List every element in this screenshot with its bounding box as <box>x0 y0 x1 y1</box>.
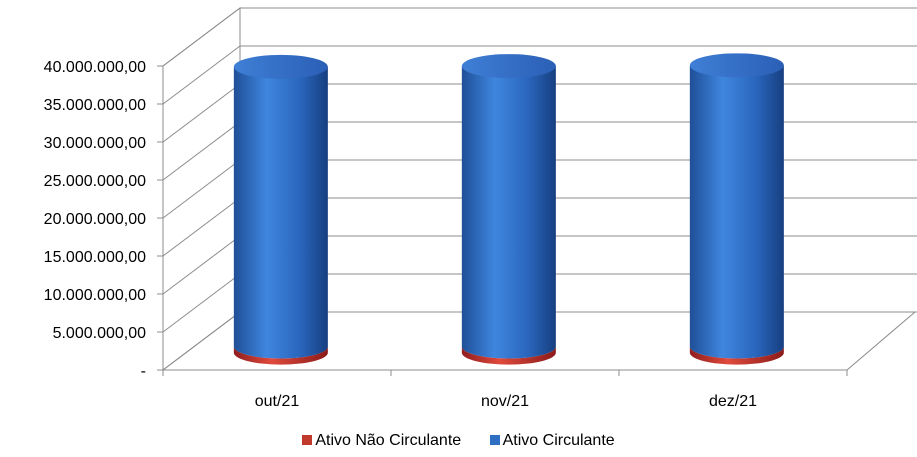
bar-ativo-nao-circulante <box>461 346 556 365</box>
legend-label: Ativo Não Circulante <box>315 432 462 449</box>
gridline-depth <box>162 159 241 219</box>
bar-group-nov-21 <box>461 54 556 365</box>
gridline-depth <box>162 83 241 143</box>
y-tick-label: - <box>141 363 146 380</box>
gridline-depth <box>162 121 241 181</box>
legend-swatch-blue <box>489 435 500 445</box>
y-tick-label: 20.000.000,00 <box>44 211 146 228</box>
bar-top-cap <box>689 53 784 78</box>
legend-swatch-red <box>302 435 313 445</box>
bar-ativo-circulante <box>689 65 784 359</box>
gridline-depth <box>162 235 241 295</box>
y-tick-label: 15.000.000,00 <box>44 249 146 266</box>
legend-entry-ativo-nao-circulante: Ativo Não Circulante <box>302 432 461 450</box>
gridline-depth <box>162 45 241 105</box>
bar-group-out-21 <box>233 54 328 365</box>
bar-ativo-nao-circulante <box>233 346 328 365</box>
legend-label: Ativo Circulante <box>502 432 615 449</box>
gridlines <box>162 7 917 371</box>
legend: Ativo Não Circulante Ativo Circulante <box>0 432 917 450</box>
x-tick-label: out/21 <box>255 393 300 410</box>
x-tick-label: nov/21 <box>481 393 529 410</box>
legend-entry-ativo-circulante: Ativo Circulante <box>489 432 615 450</box>
gridline-depth <box>162 7 241 67</box>
bar-ativo-circulante <box>461 66 556 359</box>
y-axis: - 5.000.000,00 10.000.000,00 15.000.000,00 2… <box>44 59 164 380</box>
x-tick-label: dez/21 <box>709 393 757 410</box>
y-tick-label: 10.000.000,00 <box>44 287 146 304</box>
bars <box>233 53 784 365</box>
bar-ativo-nao-circulante <box>689 346 784 365</box>
gridline-depth <box>162 273 241 333</box>
x-axis: out/21 nov/21 dez/21 <box>162 369 848 410</box>
y-tick-label: 5.000.000,00 <box>53 325 147 342</box>
bar-top-cap <box>461 54 556 79</box>
bar-group-dez-21 <box>689 53 784 365</box>
gridline-depth <box>162 311 241 371</box>
y-tick-label: 25.000.000,00 <box>44 173 146 190</box>
bar-ativo-circulante <box>233 66 328 359</box>
bar-top-cap <box>233 54 328 79</box>
y-tick-label: 30.000.000,00 <box>44 135 146 152</box>
y-tick-label: 40.000.000,00 <box>44 59 146 76</box>
gridline-depth <box>162 197 241 257</box>
y-tick-label: 35.000.000,00 <box>44 97 146 114</box>
